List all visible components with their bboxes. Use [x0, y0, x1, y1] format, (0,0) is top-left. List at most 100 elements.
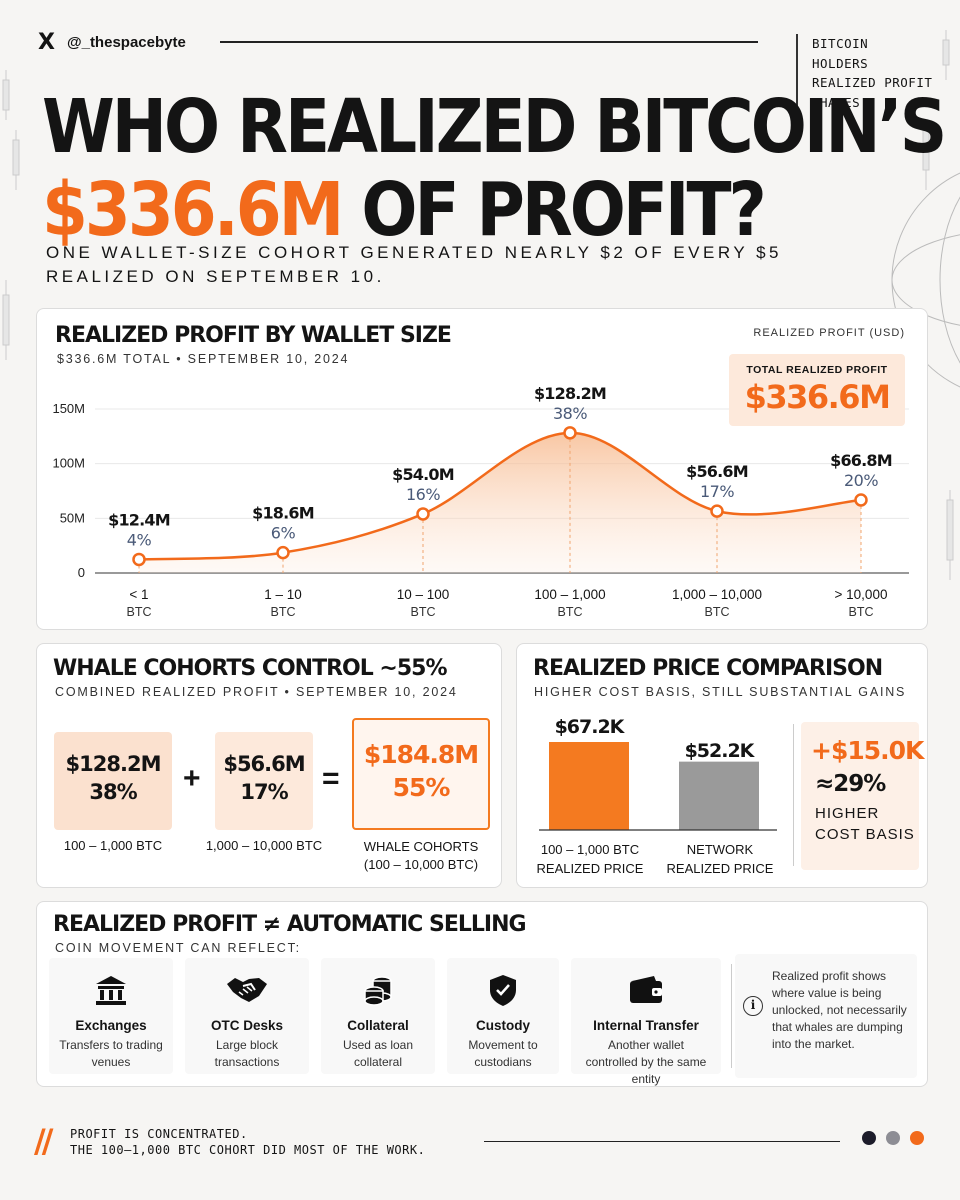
reason-desc-line: collateral — [353, 1055, 403, 1069]
delta-value: +$15.0K — [811, 736, 924, 765]
brand: X @_thespacebyte — [38, 30, 186, 55]
cost-basis-difference: +$15.0K ≈29% HIGHER COST BASIS — [801, 722, 924, 870]
shield-check-icon — [447, 970, 559, 1010]
footer-line-1: PROFIT IS CONCENTRATED. — [70, 1127, 248, 1141]
bar-category-label: 100 – 1,000 BTC REALIZED PRICE — [525, 840, 655, 878]
x-tick-label: 1,000 – 10,000 — [672, 587, 762, 602]
bar-label-line-2: REALIZED PRICE — [666, 861, 774, 876]
reason-desc-line: controlled by the same entity — [585, 1055, 707, 1086]
x-tick-unit: BTC — [849, 605, 874, 619]
y-tick-label: 50M — [60, 510, 85, 525]
candlestick-decoration-left — [2, 70, 20, 360]
chart-title: REALIZED PROFIT BY WALLET SIZE — [55, 323, 452, 348]
bar-label-line-1: NETWORK — [686, 842, 754, 857]
sum-label-line-1: WHALE COHORTS — [363, 839, 479, 854]
account-handle[interactable]: @_thespacebyte — [66, 34, 186, 51]
y-tick-label: 100M — [52, 456, 85, 471]
reason-desc: Another wallet controlled by the same ent… — [571, 1037, 721, 1088]
y-tick-label: 0 — [78, 565, 85, 580]
reason-custody: Custody Movement to custodians — [447, 958, 559, 1074]
cohort-label: 100 – 1,000 BTC — [63, 838, 163, 853]
headline-line-1: WHO REALIZED BITCOIN’S — [42, 83, 947, 170]
headline-amount: $336.6M — [42, 166, 344, 253]
page-dot-active[interactable] — [910, 1131, 924, 1145]
value-label: $56.6M — [686, 462, 748, 481]
sum-value: $184.8M — [363, 740, 479, 769]
reason-desc: Movement to custodians — [447, 1037, 559, 1071]
price-title: REALIZED PRICE COMPARISON — [533, 656, 883, 681]
reason-title: OTC Desks — [210, 1018, 284, 1033]
realized-price-bars — [539, 742, 777, 831]
area-fill — [139, 432, 861, 573]
x-logo-icon: X — [38, 30, 55, 55]
footer-text: PROFIT IS CONCENTRATED. THE 100–1,000 BT… — [70, 1126, 425, 1158]
bar-value-label: $67.2K — [554, 716, 625, 738]
info-icon: i — [743, 996, 763, 1016]
sum-pct: 55% — [392, 773, 451, 802]
pct-label: 17% — [700, 482, 734, 501]
bar-value-label: $52.2K — [684, 740, 755, 762]
selling-subtitle: COIN MOVEMENT CAN REFLECT: — [55, 941, 301, 955]
divider — [793, 724, 794, 866]
chart-subtitle: $336.6M TOTAL • SEPTEMBER 10, 2024 — [57, 352, 350, 366]
reason-desc-line: transactions — [214, 1055, 280, 1069]
data-point[interactable] — [132, 552, 146, 567]
reason-title: Collateral — [347, 1018, 409, 1033]
y-tick-label: 150M — [52, 401, 85, 416]
wallet-icon — [571, 970, 721, 1010]
data-point[interactable] — [563, 426, 577, 440]
data-point[interactable] — [710, 504, 724, 518]
pct-label: 20% — [844, 471, 878, 490]
price-bar — [679, 761, 759, 830]
series-line — [138, 431, 862, 561]
reason-desc-line: Another wallet — [607, 1038, 685, 1052]
sum-label: WHALE COHORTS (100 – 10,000 BTC) — [347, 838, 495, 874]
slash-mark-icon: // — [34, 1122, 53, 1160]
reason-internal-transfer: Internal Transfer Another wallet controll… — [571, 958, 721, 1086]
page-dot[interactable] — [862, 1131, 876, 1145]
x-tick-label: > 10,000 — [835, 587, 888, 602]
delta-pct: ≈29% — [815, 771, 886, 797]
bar-label-line-1: 100 – 1,000 BTC — [540, 842, 640, 857]
cohort-value: $128.2M — [65, 752, 162, 776]
x-tick-unit: BTC — [558, 605, 583, 619]
chart-legend: REALIZED PROFIT (USD) — [753, 327, 905, 339]
candlestick-decoration-right — [922, 30, 954, 580]
price-subtitle: HIGHER COST BASIS, STILL SUBSTANTIAL GAI… — [534, 685, 907, 699]
reason-desc-line: Large block — [215, 1038, 279, 1052]
headline-line-2: OF PROFIT? — [361, 166, 766, 253]
value-label: $54.0M — [392, 465, 454, 484]
reason-desc-line: Transfers to trading — [59, 1038, 163, 1052]
topic-tags: BITCOIN HOLDERS REALIZED PROFIT WHALES — [796, 34, 932, 112]
total-label: TOTAL REALIZED PROFIT — [746, 364, 888, 376]
x-tick-unit: BTC — [127, 605, 152, 619]
cohort-value: $56.6M — [223, 752, 305, 776]
reason-desc: Transfers to trading venues — [49, 1037, 173, 1071]
x-tick-unit: BTC — [271, 605, 296, 619]
reason-title: Internal Transfer — [593, 1018, 699, 1033]
data-point[interactable] — [416, 507, 430, 521]
headline: WHO REALIZED BITCOIN’S $336.6M OF PROFIT… — [42, 83, 947, 253]
reason-desc: Large block transactions — [185, 1037, 309, 1071]
reason-exchanges: Exchanges Transfers to trading venues — [49, 958, 173, 1074]
x-tick-label: 1 – 10 — [264, 587, 302, 602]
footer-divider — [484, 1141, 840, 1142]
value-label: $128.2M — [534, 384, 606, 403]
x-tick-unit: BTC — [411, 605, 436, 619]
globe-decoration — [891, 172, 960, 388]
tag: REALIZED PROFIT — [812, 75, 933, 90]
cohort-label: 1,000 – 10,000 BTC — [205, 838, 323, 853]
profit-area-chart: 0 50M 100M 150M $12.4M4% < 1 BTC $18.6M6% 1 – 10… — [52, 384, 909, 619]
data-point[interactable] — [854, 493, 868, 507]
handshake-icon — [185, 970, 309, 1010]
info-text: Realized profit shows where value is bei… — [772, 969, 907, 1051]
plus-sign: + — [183, 762, 201, 795]
data-point[interactable] — [276, 545, 290, 560]
bar-label-line-2: REALIZED PRICE — [536, 861, 644, 876]
equals-sign: = — [322, 762, 340, 795]
page-dot[interactable] — [886, 1131, 900, 1145]
footer-line-2: THE 100–1,000 BTC COHORT DID MOST OF THE… — [70, 1143, 426, 1157]
automatic-selling-card: REALIZED PROFIT ≠ AUTOMATIC SELLING COIN… — [36, 901, 928, 1087]
profit-by-wallet-chart-card: 0 50M 100M 150M $12.4M 4% < 1 BTC $18.6M 6% 1 – 10… — [36, 308, 928, 630]
cohort-pct: 38% — [89, 780, 137, 804]
